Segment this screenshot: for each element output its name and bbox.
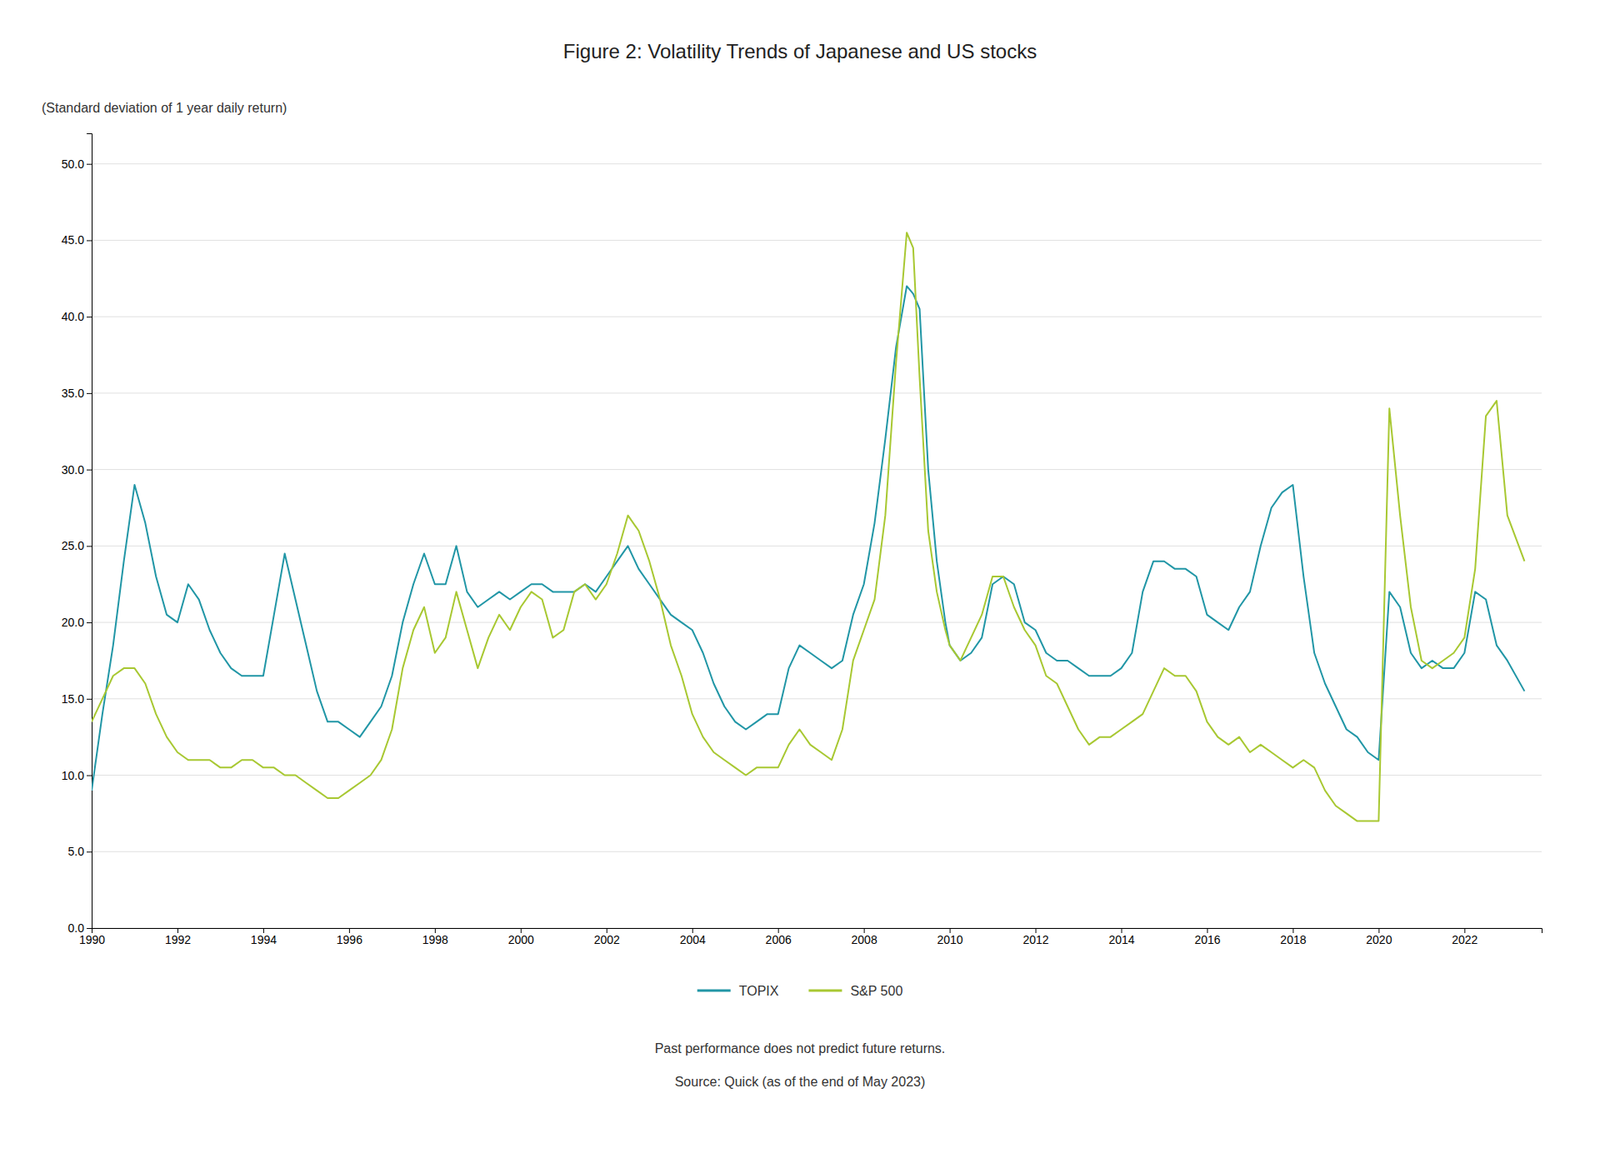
y-axis: 0.0 5.0 10.0 15.0 20.0 25.0 30.0 35.0 40.0 45.0 50…: [61, 134, 93, 935]
x-tick-label: 1992: [165, 933, 191, 947]
x-tick-label: 1990: [79, 933, 105, 947]
legend: TOPIX S&P 500: [697, 984, 904, 999]
x-tick: 2006: [765, 928, 792, 947]
x-tick: 1992: [165, 928, 191, 947]
x-tick: 2014: [1108, 928, 1135, 947]
x-tick-label: 1994: [250, 933, 277, 947]
x-tick-label: 2012: [1022, 933, 1049, 947]
y-tick-mark: [86, 928, 92, 930]
grid-line: [91, 851, 1542, 853]
y-tick-label: 5.0: [68, 845, 85, 859]
grid-line: [91, 240, 1542, 241]
y-tick-mark: [86, 316, 92, 318]
x-tick: 2020: [1365, 928, 1392, 947]
y-tick-label: 50.0: [61, 157, 85, 171]
grid-line: [91, 622, 1542, 624]
y-tick-mark: [86, 545, 92, 547]
x-tick-label: 2018: [1280, 933, 1306, 947]
x-tick-label: 2014: [1108, 933, 1135, 947]
y-tick-label: 20.0: [61, 615, 85, 630]
y-tick: 5.0: [68, 845, 92, 859]
footnote: Source: Quick (as of the end of May 2023…: [675, 1075, 926, 1090]
y-tick-mark: [86, 393, 92, 395]
x-tick: 2016: [1194, 928, 1220, 947]
y-tick: 50.0: [61, 157, 92, 171]
title: Figure 2: Volatility Trends of Japanese …: [563, 40, 1037, 63]
x-tick-label: 2000: [508, 933, 535, 947]
grid-line: [91, 775, 1542, 776]
grid-line: [91, 698, 1542, 700]
x-tick-label: 2006: [765, 933, 792, 947]
legend-swatch: [697, 990, 731, 993]
series-line: [91, 232, 1525, 821]
x-tick: 1998: [422, 928, 449, 947]
y-tick-label: 30.0: [61, 463, 85, 477]
chart: 1990 1992 1994 1996 1998 2000 2002 2004 2006 2008…: [0, 0, 1600, 1153]
y-tick-mark: [86, 240, 92, 241]
x-axis: 1990 1992 1994 1996 1998 2000 2002 2004 2006 2008…: [79, 928, 1543, 947]
y-tick-mark: [86, 699, 92, 700]
x-tick: 2002: [594, 928, 620, 947]
y-tick: 25.0: [61, 539, 92, 553]
legend-label: S&P 500: [850, 984, 903, 999]
y-axis-label: (Standard deviation of 1 year daily retu…: [41, 100, 287, 115]
y-tick-label: 15.0: [61, 692, 85, 706]
y-axis-line: [86, 134, 93, 930]
grid: [91, 164, 1542, 929]
x-tick-label: 2002: [594, 933, 620, 947]
y-tick-mark: [86, 164, 92, 165]
x-tick-label: 2008: [851, 933, 878, 947]
y-tick-label: 0.0: [68, 921, 85, 935]
grid-line: [91, 316, 1542, 318]
legend-item: S&P 500: [808, 984, 903, 999]
y-tick: 30.0: [61, 463, 92, 477]
plot-area: [91, 232, 1525, 821]
x-tick: 1994: [250, 928, 277, 947]
y-tick: 35.0: [61, 386, 92, 400]
x-tick-label: 2022: [1451, 933, 1478, 947]
x-tick: 2004: [680, 928, 706, 947]
grid-line: [91, 392, 1542, 394]
y-tick-label: 10.0: [61, 769, 85, 783]
y-tick-label: 40.0: [61, 310, 85, 324]
y-tick: 20.0: [61, 615, 92, 630]
x-tick: 2010: [937, 928, 964, 947]
x-tick: 2008: [851, 928, 878, 947]
x-tick-label: 2010: [937, 933, 964, 947]
x-tick-label: 2004: [680, 933, 706, 947]
y-tick-label: 25.0: [61, 539, 85, 553]
x-tick: 2018: [1280, 928, 1306, 947]
x-tick: 2012: [1022, 928, 1049, 947]
y-tick: 15.0: [61, 692, 92, 706]
y-tick: 45.0: [61, 233, 92, 247]
y-tick: 10.0: [61, 769, 92, 783]
y-tick: 40.0: [61, 310, 92, 324]
grid-line: [91, 545, 1542, 547]
y-tick-mark: [86, 851, 92, 853]
y-tick: 0.0: [68, 921, 92, 935]
legend-swatch: [808, 990, 842, 993]
y-tick-mark: [86, 622, 92, 624]
x-tick-label: 2016: [1194, 933, 1220, 947]
legend-label: TOPIX: [739, 984, 780, 999]
y-tick-label: 45.0: [61, 233, 85, 247]
y-tick-mark: [86, 775, 92, 777]
series-line: [91, 285, 1525, 790]
x-tick-label: 1996: [336, 933, 363, 947]
grid-line: [91, 163, 1542, 165]
x-tick-label: 1998: [422, 933, 449, 947]
x-axis-line: [92, 929, 1543, 935]
x-tick-label: 2020: [1365, 933, 1392, 947]
x-tick: 1996: [336, 928, 363, 947]
legend-item: TOPIX: [697, 984, 780, 999]
grid-line: [91, 469, 1542, 470]
x-tick: 2022: [1451, 928, 1478, 947]
y-tick-mark: [86, 470, 92, 471]
footnote: Past performance does not predict future…: [655, 1041, 946, 1056]
y-tick-label: 35.0: [61, 386, 85, 400]
x-tick: 2000: [508, 928, 535, 947]
